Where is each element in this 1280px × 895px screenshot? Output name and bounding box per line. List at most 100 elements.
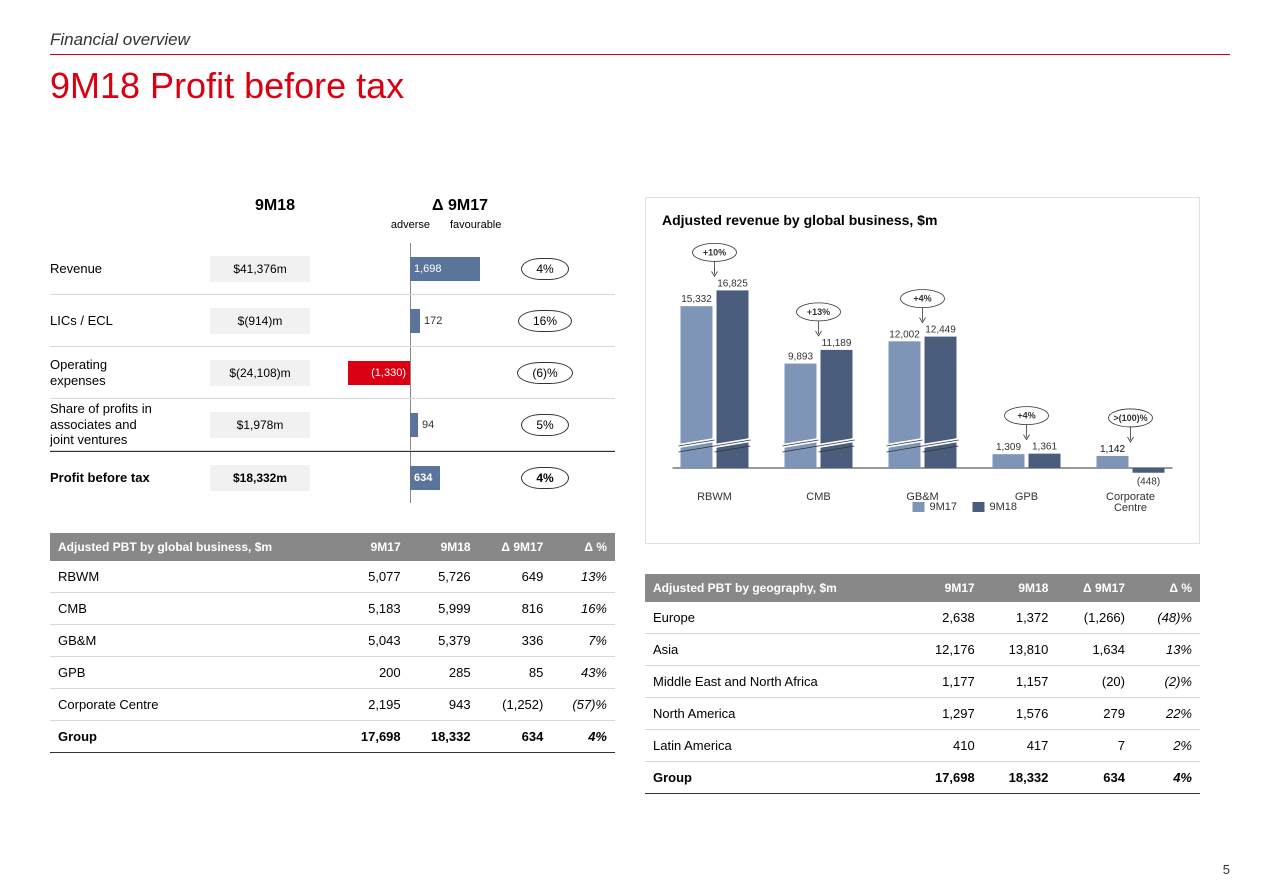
waterfall-row: Revenue$41,376m1,6984% <box>50 243 615 295</box>
waterfall-bar-zone: 1,698 <box>320 243 500 294</box>
waterfall-row: Operatingexpenses $(24,108)m (1,330) (6)% <box>50 347 615 399</box>
waterfall-value-box: $18,332m <box>210 465 310 491</box>
svg-text:9M17: 9M17 <box>930 501 958 513</box>
table-row: Asia12,17613,8101,63413% <box>645 634 1200 666</box>
table-row: Latin America41041772% <box>645 730 1200 762</box>
table-cell: (48)% <box>1133 602 1200 634</box>
table-cell: 649 <box>479 561 552 593</box>
waterfall-bar: 172 <box>410 309 420 333</box>
table-cell: 5,999 <box>409 593 479 625</box>
waterfall-row: Profit before tax $18,332m 634 4% <box>50 451 615 503</box>
table-col-header: 9M18 <box>409 533 479 561</box>
svg-text:(448): (448) <box>1137 477 1160 488</box>
table-row: RBWM5,0775,72664913% <box>50 561 615 593</box>
svg-text:>(100)%: >(100)% <box>1113 413 1147 423</box>
waterfall-value-box: $(914)m <box>210 308 310 334</box>
table-cell: (2)% <box>1133 666 1200 698</box>
svg-text:9M18: 9M18 <box>990 501 1018 513</box>
left-column: 9M18 Δ 9M17 adverse favourable Revenue$4… <box>50 197 615 794</box>
waterfall-value-box: $(24,108)m <box>210 360 310 386</box>
table-row-label: CMB <box>50 593 339 625</box>
table-business: Adjusted PBT by global business, $m9M179… <box>50 533 615 753</box>
table-row: GPB2002858543% <box>50 657 615 689</box>
table-row-label: Latin America <box>645 730 909 762</box>
table-cell: 410 <box>909 730 983 762</box>
table-cell: 7% <box>551 625 615 657</box>
table-col-header: Δ % <box>551 533 615 561</box>
table-cell: 417 <box>983 730 1057 762</box>
table-cell: 85 <box>479 657 552 689</box>
waterfall-pct-pill: 4% <box>521 258 568 280</box>
table-cell: 943 <box>409 689 479 721</box>
table-cell: 5,043 <box>339 625 409 657</box>
svg-text:9,893: 9,893 <box>788 352 813 363</box>
wf-sub-favourable: favourable <box>440 219 530 231</box>
svg-text:12,002: 12,002 <box>889 329 920 340</box>
bar-chart: 15,33216,825+10%RBWM9,89311,189+13%CMB12… <box>662 238 1183 518</box>
table-cell: 285 <box>409 657 479 689</box>
table-col-header: 9M17 <box>909 574 983 602</box>
table-cell: 1,297 <box>909 698 983 730</box>
waterfall-bar-zone: 172 <box>320 295 500 346</box>
table-cell: 279 <box>1056 698 1133 730</box>
svg-text:15,332: 15,332 <box>681 294 712 305</box>
svg-text:+4%: +4% <box>913 294 931 304</box>
waterfall-value-box: $1,978m <box>210 412 310 438</box>
table-cell: 1,177 <box>909 666 983 698</box>
waterfall-pct-pill: 4% <box>521 467 568 489</box>
table-col-header: 9M18 <box>983 574 1057 602</box>
table-row-label: Corporate Centre <box>50 689 339 721</box>
right-column: Adjusted revenue by global business, $m … <box>645 197 1200 794</box>
chart-bar-9m18 <box>1133 468 1165 473</box>
svg-text:11,189: 11,189 <box>822 338 852 349</box>
table-cell: 5,726 <box>409 561 479 593</box>
table-row-label: GPB <box>50 657 339 689</box>
page-title: 9M18 Profit before tax <box>50 65 1230 107</box>
waterfall-bar: 94 <box>410 413 418 437</box>
table-group-row: Group17,69818,3326344% <box>645 762 1200 794</box>
table-cell: 22% <box>1133 698 1200 730</box>
waterfall-pct-pill: 5% <box>521 414 568 436</box>
svg-text:+4%: +4% <box>1017 411 1035 421</box>
waterfall-pct-pill: (6)% <box>517 362 572 384</box>
table-cell: 1,576 <box>983 698 1057 730</box>
table-row-label: Middle East and North Africa <box>645 666 909 698</box>
waterfall-row-label: Profit before tax <box>50 470 200 486</box>
waterfall-bar-zone: 94 <box>320 399 500 450</box>
svg-text:1,361: 1,361 <box>1032 442 1057 453</box>
chart-bar-9m18 <box>925 337 957 468</box>
waterfall-bar-zone: (1,330) <box>320 347 500 398</box>
table-row: Middle East and North Africa1,1771,157(2… <box>645 666 1200 698</box>
svg-text:12,449: 12,449 <box>925 325 956 336</box>
table-cell: 12,176 <box>909 634 983 666</box>
waterfall-row-label: Revenue <box>50 261 200 277</box>
svg-text:CMB: CMB <box>806 491 830 503</box>
waterfall-bar: 634 <box>410 466 440 490</box>
wf-sub-adverse: adverse <box>350 219 440 231</box>
waterfall-row-label: Operatingexpenses <box>50 357 200 388</box>
wf-header-delta: Δ 9M17 <box>350 197 550 215</box>
table-col-header: Δ 9M17 <box>1056 574 1133 602</box>
table-cell: 43% <box>551 657 615 689</box>
svg-text:1,309: 1,309 <box>996 442 1021 453</box>
table-cell: 816 <box>479 593 552 625</box>
waterfall-row-label: LICs / ECL <box>50 313 200 329</box>
table-cell: 2,195 <box>339 689 409 721</box>
table-cell: 1,634 <box>1056 634 1133 666</box>
table-cell: (57)% <box>551 689 615 721</box>
page-number: 5 <box>1223 862 1230 877</box>
waterfall-pct-pill: 16% <box>518 310 572 332</box>
svg-text:16,825: 16,825 <box>717 278 748 289</box>
table-cell: (1,252) <box>479 689 552 721</box>
table-cell: 5,379 <box>409 625 479 657</box>
breadcrumb: Financial overview <box>50 30 1230 55</box>
waterfall-row: LICs / ECL $(914)m 172 16% <box>50 295 615 347</box>
content-area: 9M18 Δ 9M17 adverse favourable Revenue$4… <box>50 197 1230 794</box>
table-cell: 1,372 <box>983 602 1057 634</box>
table-cell: 200 <box>339 657 409 689</box>
svg-text:1,142: 1,142 <box>1100 444 1125 455</box>
table-cell: 13% <box>1133 634 1200 666</box>
table-cell: 13,810 <box>983 634 1057 666</box>
svg-text:GPB: GPB <box>1015 491 1038 503</box>
table-row: Corporate Centre2,195943(1,252)(57)% <box>50 689 615 721</box>
